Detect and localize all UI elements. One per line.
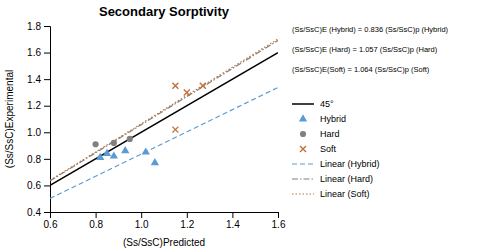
legend-item: Linear (Hybrid): [292, 159, 380, 169]
tick-mark: [96, 212, 97, 218]
tick: 1.2: [27, 100, 50, 111]
tick-label: 1.2: [180, 219, 194, 230]
legend-item: Hybrid: [299, 114, 346, 124]
title: Secondary Sorptivity: [99, 4, 230, 19]
tick: 0.6: [44, 212, 58, 230]
tick: 0.6: [27, 180, 50, 191]
tick: 1.6: [272, 212, 286, 230]
tick: 1.8: [27, 21, 50, 32]
tick: 1.4: [226, 212, 240, 230]
legend-label: Linear (Hard): [320, 174, 373, 184]
axis-line: [51, 213, 279, 219]
point: [172, 127, 178, 133]
tick: 1.0: [27, 127, 50, 138]
point: [127, 136, 133, 142]
tick: 0.8: [89, 212, 103, 230]
legend-item: Linear (Soft): [292, 189, 370, 199]
tick-label: 1.8: [27, 21, 41, 32]
legend-label: 45°: [320, 99, 334, 109]
tick-mark: [44, 132, 50, 133]
legend: 45° Hybrid Hard Soft Linear (Hybrid) Linear (…: [292, 99, 380, 199]
point: [103, 149, 111, 156]
point: [110, 151, 118, 158]
legend-label: Linear (Hybrid): [320, 159, 380, 169]
point: [172, 83, 178, 89]
annotation: (Ss/SsC)E (Hybrid) = 0.836 (Ss/SsC)p (Hy…: [292, 25, 449, 34]
tick-label: 0.8: [27, 154, 41, 165]
tick-label: 0.4: [27, 207, 41, 218]
tick-label: 1.0: [135, 219, 149, 230]
annotation: (Ss/SsC)E(Soft) = 1.064 (Ss/SsC)p (Soft): [292, 65, 430, 74]
tick-label: 0.6: [27, 180, 41, 191]
legend-label: Hard: [320, 129, 340, 139]
legend-swatch: [292, 193, 314, 194]
legend-swatch: [300, 131, 306, 137]
x-axis-label: (Ss/SsC)Predicted: [123, 237, 205, 248]
tick-mark: [232, 212, 233, 218]
tick-label: 1.2: [27, 100, 41, 111]
line: [50, 53, 278, 186]
tick: 1.4: [27, 74, 50, 85]
y-axis-label: (Ss/SsC)Experimental: [4, 70, 15, 168]
legend-swatch: [292, 103, 314, 105]
tick: 1.6: [27, 47, 50, 58]
point: [121, 146, 129, 153]
tick: 1.0: [135, 212, 149, 230]
point: [151, 158, 159, 165]
point: [200, 83, 206, 89]
tick-mark: [278, 212, 279, 218]
tick-label: 1.6: [27, 47, 41, 58]
legend-swatch: [299, 114, 307, 121]
tick-mark: [44, 53, 50, 54]
tick-mark: [44, 26, 50, 27]
legend-swatch: [292, 163, 314, 164]
tick-label: 0.6: [44, 219, 58, 230]
tick-mark: [141, 212, 142, 218]
tick-mark: [187, 212, 188, 218]
chart: 0.60.81.01.21.41.60.40.60.81.01.21.41.61…: [0, 0, 500, 252]
tick-mark: [44, 159, 50, 160]
plot-area: 0.60.81.01.21.41.60.40.60.81.01.21.41.61…: [27, 21, 286, 230]
point: [184, 89, 190, 95]
tick: 0.8: [27, 154, 50, 165]
legend-label: Linear (Soft): [320, 189, 370, 199]
legend-swatch: [292, 178, 314, 179]
annotation: (Ss/SsC)E (Hard) = 1.057 (Ss/SsC)p (Hard…: [292, 45, 438, 54]
tick-mark: [44, 212, 50, 213]
legend-swatch: [300, 146, 306, 152]
point: [142, 147, 150, 154]
y-axis: 0.4 0.6 0.8 1.0 1.2 1.4 1.6 1.8: [27, 21, 50, 218]
axis-line: [44, 27, 51, 213]
tick-mark: [44, 106, 50, 107]
point: [111, 140, 117, 146]
marks: [50, 39, 278, 199]
legend-label: Hybrid: [320, 114, 346, 124]
line: [50, 87, 278, 198]
legend-item: 45°: [292, 99, 334, 109]
tick: 0.4: [27, 207, 50, 218]
legend-item: Linear (Hard): [292, 174, 373, 184]
line: [50, 39, 278, 180]
tick-mark: [44, 185, 50, 186]
tick-mark: [44, 79, 50, 80]
tick-label: 1.4: [27, 74, 41, 85]
point: [96, 153, 104, 160]
tick-label: 1.4: [226, 219, 240, 230]
tick: 1.2: [180, 212, 194, 230]
legend-label: Soft: [320, 144, 337, 154]
tick-label: 1.0: [27, 127, 41, 138]
tick-label: 0.8: [89, 219, 103, 230]
tick-label: 1.6: [272, 219, 286, 230]
legend-item: Hard: [300, 129, 340, 139]
point: [93, 141, 99, 147]
x-axis: 0.6 0.8 1.0 1.2 1.4 1.6: [44, 212, 286, 230]
legend-item: Soft: [300, 144, 337, 154]
